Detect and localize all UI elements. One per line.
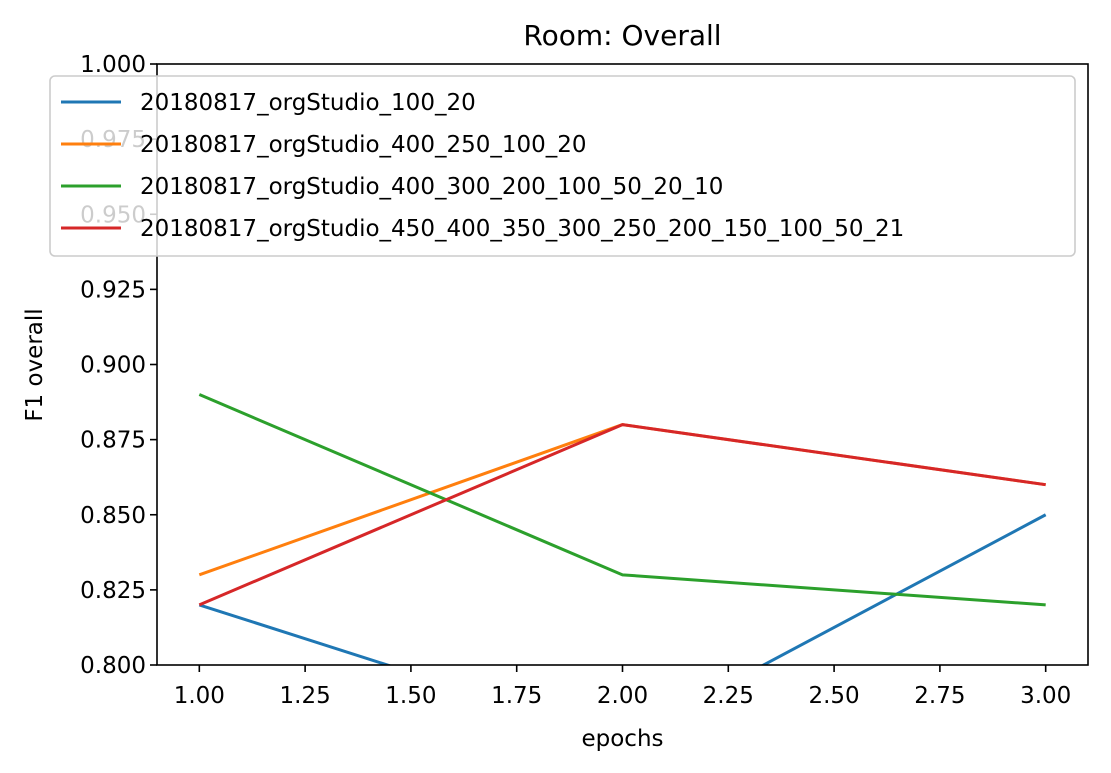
series-line-1 [198, 513, 1047, 665]
y-axis-label: F1 overall [22, 308, 48, 421]
legend-label-4: 20180817_orgStudio_450_400_350_300_250_2… [140, 216, 904, 242]
chart-title: Room: Overall [523, 19, 721, 52]
y-tick-label: 0.925 [80, 277, 146, 303]
legend: 20180817_orgStudio_100_20 20180817_orgStu… [49, 75, 1076, 257]
x-tick-label: 1.50 [385, 683, 436, 709]
x-tick-label: 1.25 [280, 683, 331, 709]
series-line-3 [198, 393, 1046, 607]
series-line-4 [198, 423, 1046, 607]
y-tick-label: 0.850 [80, 503, 146, 529]
legend-label-1: 20180817_orgStudio_100_20 [140, 90, 476, 116]
x-axis-label: epochs [581, 726, 663, 752]
series-layer [198, 393, 1047, 665]
x-tick-label: 2.25 [703, 683, 754, 709]
x-tick-label: 2.75 [914, 683, 965, 709]
x-tick-label: 1.00 [174, 683, 225, 709]
legend-label-3: 20180817_orgStudio_400_300_200_100_50_20… [140, 174, 723, 200]
y-tick-label: 0.825 [80, 578, 146, 604]
x-tick-label: 2.50 [808, 683, 859, 709]
legend-label-2: 20180817_orgStudio_400_250_100_20 [140, 132, 587, 158]
x-tick-label: 1.75 [491, 683, 542, 709]
x-axis: 1.00 1.25 1.50 1.75 2.00 2.25 2.50 2.75 3.00 [174, 665, 1071, 709]
y-tick-label: 0.800 [80, 653, 146, 679]
x-tick-label: 2.00 [597, 683, 648, 709]
y-tick-label: 0.900 [80, 353, 146, 379]
x-tick-label: 3.00 [1020, 683, 1071, 709]
y-tick-label: 1.000 [80, 52, 146, 78]
y-tick-label: 0.875 [80, 428, 146, 454]
legend-box [49, 75, 1076, 257]
